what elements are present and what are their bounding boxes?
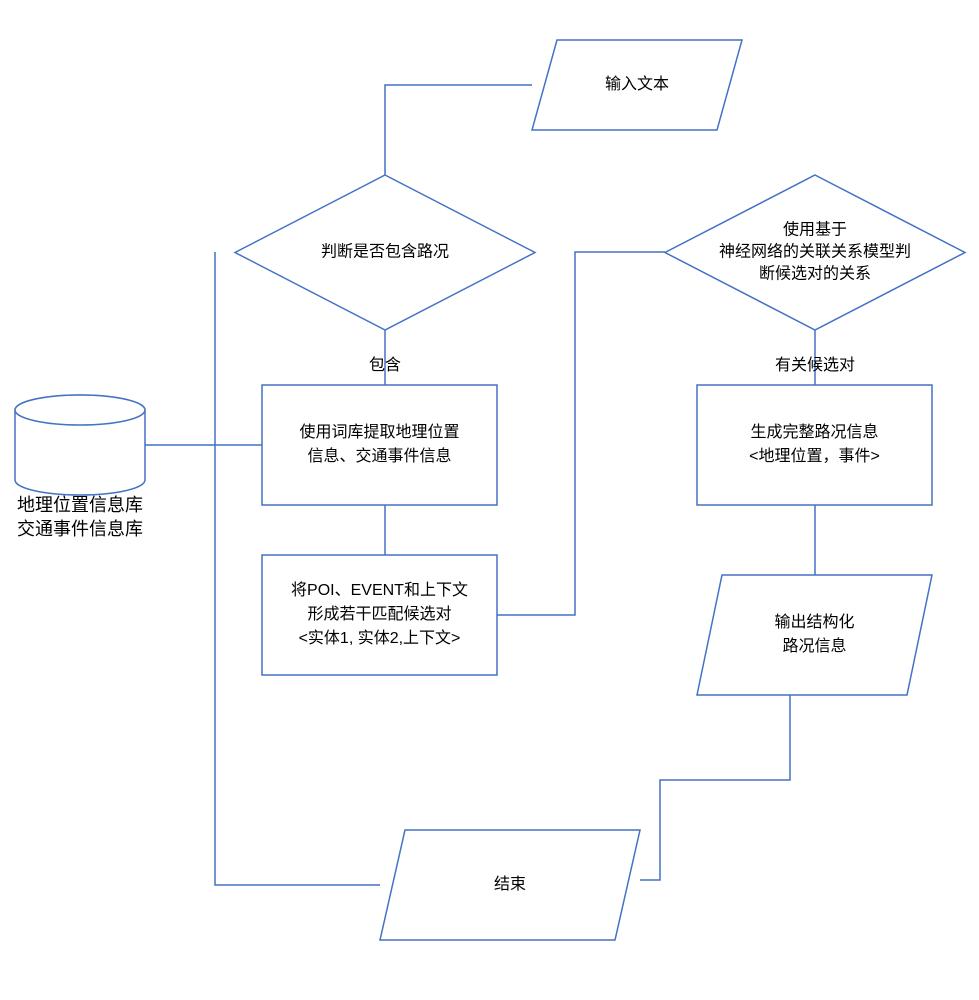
svg-text:地理位置信息库: 地理位置信息库 bbox=[17, 495, 143, 515]
proc3 bbox=[697, 385, 932, 505]
svg-text:形成若干匹配候选对: 形成若干匹配候选对 bbox=[307, 605, 451, 623]
svg-text:神经网络的关联关系模型判: 神经网络的关联关系模型判 bbox=[719, 242, 911, 261]
svg-text:<地理位置，事件>: <地理位置，事件> bbox=[749, 447, 880, 465]
connector-8 bbox=[640, 695, 790, 880]
svg-text:使用词库提取地理位置: 使用词库提取地理位置 bbox=[299, 423, 459, 441]
svg-text:将POI、EVENT和上下文: 将POI、EVENT和上下文 bbox=[291, 581, 468, 599]
svg-text:结束: 结束 bbox=[494, 875, 526, 893]
svg-text:交通事件信息库: 交通事件信息库 bbox=[17, 519, 143, 539]
connector-0 bbox=[385, 85, 532, 175]
svg-text:路况信息: 路况信息 bbox=[782, 637, 846, 655]
proc1 bbox=[262, 385, 497, 505]
svg-text:<实体1, 实体2,上下文>: <实体1, 实体2,上下文> bbox=[299, 629, 461, 647]
svg-text:信息、交通事件信息: 信息、交通事件信息 bbox=[307, 447, 451, 465]
connector-5 bbox=[497, 252, 665, 615]
svg-text:断候选对的关系: 断候选对的关系 bbox=[759, 265, 871, 283]
output bbox=[697, 575, 932, 695]
edge-label-related: 有关候选对 bbox=[775, 356, 855, 374]
svg-text:使用基于: 使用基于 bbox=[783, 221, 847, 239]
svg-text:输入文本: 输入文本 bbox=[605, 75, 669, 93]
svg-text:输出结构化: 输出结构化 bbox=[774, 613, 854, 631]
edge-label-contains: 包含 bbox=[369, 356, 401, 374]
db-top bbox=[15, 395, 145, 425]
svg-text:生成完整路况信息: 生成完整路况信息 bbox=[750, 423, 878, 441]
svg-text:判断是否包含路况: 判断是否包含路况 bbox=[321, 243, 449, 261]
